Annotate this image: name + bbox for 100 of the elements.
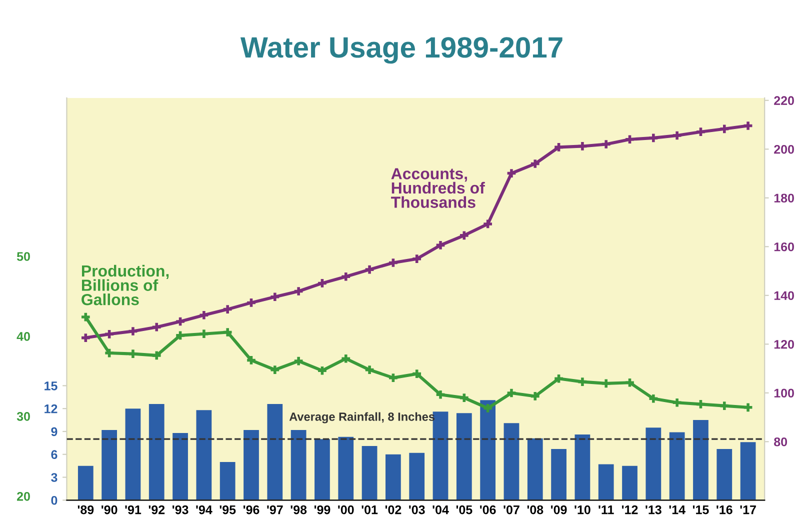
point xyxy=(553,373,564,384)
y-tick-label: 6 xyxy=(51,450,58,460)
point xyxy=(506,168,518,179)
point xyxy=(293,355,304,367)
bar xyxy=(551,449,566,500)
y3-tick-label: 50 xyxy=(16,252,30,261)
bar xyxy=(693,420,708,500)
bar xyxy=(598,464,614,500)
bar xyxy=(574,434,590,500)
bar xyxy=(244,430,259,500)
x-tick-label: '02 xyxy=(385,505,402,514)
point xyxy=(576,140,588,152)
point xyxy=(269,291,280,302)
x-tick-label: '98 xyxy=(290,505,307,514)
point xyxy=(316,278,328,289)
bar xyxy=(220,462,236,500)
bar xyxy=(78,466,94,500)
y-tick-label: 15 xyxy=(44,382,58,390)
point xyxy=(174,316,186,328)
y2-tick-label: 80 xyxy=(774,437,788,446)
point xyxy=(127,326,139,337)
x-tick-label: '09 xyxy=(551,505,567,514)
point xyxy=(222,304,234,315)
y3-tick-label: 40 xyxy=(16,332,30,341)
point xyxy=(458,392,470,404)
point xyxy=(718,123,730,134)
x-tick-label: '03 xyxy=(409,505,425,514)
bar xyxy=(267,404,283,500)
y2-tick-label: 140 xyxy=(774,291,794,300)
point xyxy=(672,397,683,408)
bar xyxy=(362,446,378,500)
point xyxy=(151,322,162,333)
bar xyxy=(290,430,306,500)
y-tick-label: 9 xyxy=(51,427,58,436)
point xyxy=(600,378,612,389)
y2-tick-label: 220 xyxy=(774,96,794,106)
point xyxy=(246,354,257,366)
point xyxy=(151,350,162,361)
point xyxy=(718,400,730,412)
point xyxy=(388,257,399,268)
bar xyxy=(456,413,472,500)
point xyxy=(695,398,706,410)
point xyxy=(411,368,422,380)
x-tick-label: '01 xyxy=(362,505,378,514)
bar xyxy=(338,436,354,500)
point xyxy=(104,328,115,340)
bar xyxy=(409,452,425,500)
x-tick-label: '17 xyxy=(740,505,756,514)
y2-tick-label: 200 xyxy=(774,144,794,154)
point xyxy=(624,377,636,388)
point xyxy=(364,264,376,276)
point xyxy=(648,132,659,144)
point xyxy=(530,158,541,170)
point xyxy=(411,253,422,264)
point xyxy=(458,230,470,241)
bar xyxy=(716,449,732,500)
bar xyxy=(646,428,662,500)
point xyxy=(246,297,257,308)
point xyxy=(530,390,541,402)
point xyxy=(434,240,446,251)
point xyxy=(624,134,636,145)
bar xyxy=(196,410,212,500)
point xyxy=(388,372,399,384)
point xyxy=(340,353,352,364)
y-tick-label: 3 xyxy=(51,473,58,482)
point xyxy=(198,310,210,321)
x-tick-label: '90 xyxy=(102,505,118,514)
x-tick-label: '99 xyxy=(314,505,330,514)
y-tick-label: 12 xyxy=(44,404,58,414)
y3-tick-label: 20 xyxy=(17,492,30,501)
x-tick-label: '12 xyxy=(622,505,638,514)
point xyxy=(672,130,683,142)
chart-title: Water Usage 1989-2017 xyxy=(240,37,562,64)
point xyxy=(600,138,612,150)
bar xyxy=(314,439,330,500)
x-tick-label: '05 xyxy=(456,505,472,514)
point xyxy=(576,376,588,388)
x-tick-label: '13 xyxy=(646,505,662,514)
bar xyxy=(740,442,756,500)
x-tick-label: '94 xyxy=(196,505,212,514)
y-tick-label: 0 xyxy=(51,496,58,505)
x-tick-label: '10 xyxy=(574,505,590,514)
x-tick-label: '91 xyxy=(125,505,142,514)
bar xyxy=(669,432,685,500)
bar xyxy=(504,423,520,500)
point xyxy=(648,393,659,404)
point xyxy=(222,326,234,338)
bar xyxy=(432,412,448,500)
x-tick-label: '16 xyxy=(716,505,732,514)
y2-tick-label: 180 xyxy=(774,194,794,203)
point xyxy=(174,330,186,341)
point xyxy=(482,402,494,414)
point xyxy=(506,387,518,399)
x-tick-label: '15 xyxy=(692,505,709,514)
y3-tick-label: 30 xyxy=(16,412,30,421)
bar xyxy=(148,404,164,500)
point xyxy=(364,364,376,376)
point xyxy=(553,142,564,153)
bar xyxy=(480,400,496,500)
x-tick-label: '11 xyxy=(598,505,614,514)
